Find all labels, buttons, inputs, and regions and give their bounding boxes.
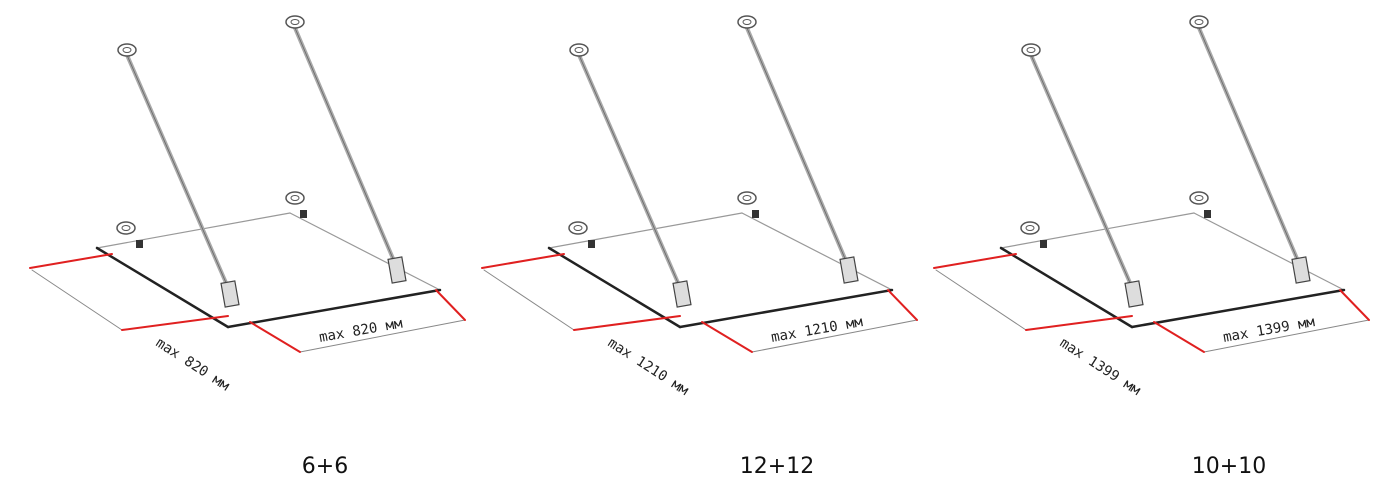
wall-bracket [738, 16, 756, 28]
caption: 10+10 [1192, 454, 1266, 479]
glass-edge-front [549, 248, 680, 327]
dim-line [484, 270, 574, 330]
caption: 6+6 [302, 454, 348, 479]
holder [1040, 240, 1047, 248]
rod [1199, 28, 1301, 268]
red-marker [1340, 290, 1369, 320]
holder [136, 240, 143, 248]
rod [127, 55, 230, 292]
caption: 12+12 [740, 454, 814, 479]
rod [295, 28, 397, 268]
wall-bracket [569, 222, 587, 234]
wall-bracket [1022, 44, 1040, 56]
red-marker [436, 290, 465, 320]
wall-bracket [286, 16, 304, 28]
depth-label: max 1210 мм [605, 335, 692, 399]
wall-bracket [738, 192, 756, 204]
glass-edge-front [1001, 248, 1132, 327]
panel: max 1399 мм max 1399 мм 10+10 [934, 16, 1369, 479]
clamp [673, 281, 691, 307]
width-label: max 1210 мм [770, 314, 865, 346]
rod [747, 28, 849, 268]
width-label: max 1399 мм [1222, 314, 1317, 346]
red-marker [30, 254, 112, 268]
clamp [1125, 281, 1143, 307]
wall-bracket [1190, 192, 1208, 204]
red-marker [702, 322, 752, 352]
clamp [388, 257, 406, 283]
glass-edge-front [228, 290, 440, 327]
panel: max 1210 мм max 1210 мм 12+12 [482, 16, 917, 479]
wall-bracket [118, 44, 136, 56]
glass-edge [1194, 213, 1344, 290]
red-marker [482, 254, 564, 268]
panel: max 820 мм max 820 мм 6+6 [30, 16, 465, 479]
red-marker [934, 254, 1016, 268]
holder [1204, 210, 1211, 218]
wall-bracket [117, 222, 135, 234]
wall-bracket [1190, 16, 1208, 28]
rod [1031, 55, 1134, 292]
depth-label: max 1399 мм [1057, 335, 1144, 399]
dim-line [936, 270, 1026, 330]
holder [588, 240, 595, 248]
wall-bracket [286, 192, 304, 204]
glass-edge [742, 213, 892, 290]
depth-label: max 820 мм [153, 335, 233, 395]
holder [752, 210, 759, 218]
red-marker [122, 316, 228, 330]
width-label: max 820 мм [318, 315, 404, 345]
wall-bracket [570, 44, 588, 56]
glass-edge-front [97, 248, 228, 327]
red-marker [1026, 316, 1132, 330]
red-marker [1154, 322, 1204, 352]
clamp [840, 257, 858, 283]
red-marker [574, 316, 680, 330]
red-marker [888, 290, 917, 320]
glass-edge [290, 213, 440, 290]
clamp [221, 281, 239, 307]
red-marker [250, 322, 300, 352]
dim-line [32, 270, 122, 330]
holder [300, 210, 307, 218]
wall-bracket [1021, 222, 1039, 234]
clamp [1292, 257, 1310, 283]
diagram: max 820 ммmax 820 мм6+6max 1210 ммmax 12… [0, 0, 1382, 483]
rod [579, 55, 682, 292]
